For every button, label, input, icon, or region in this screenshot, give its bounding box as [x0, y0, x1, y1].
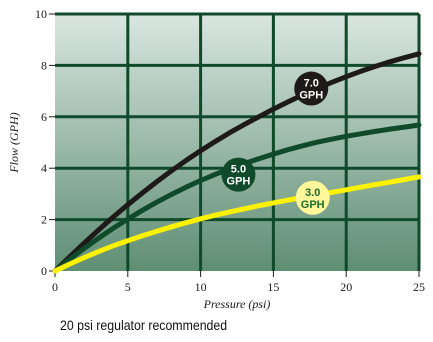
y-tick-6: 6 — [41, 110, 47, 124]
y-tick-8: 8 — [41, 58, 47, 72]
x-tick-25: 25 — [413, 280, 425, 294]
series-badge-unit-1: GPH — [227, 176, 251, 188]
series-badge-unit-2: GPH — [301, 199, 325, 211]
series-badge-value-2: 3.0 — [305, 187, 320, 199]
series-badge-circle-0 — [294, 71, 329, 106]
series-badge-value-1: 5.0 — [231, 164, 246, 176]
x-axis-label: Pressure (psi) — [203, 297, 271, 311]
caption: 20 psi regulator recommended — [60, 317, 228, 333]
series-badge-unit-0: GPH — [299, 90, 323, 102]
y-tick-labels: 0 2 4 6 8 10 — [35, 7, 55, 278]
x-tick-0: 0 — [52, 280, 58, 294]
y-tick-2: 2 — [41, 213, 47, 227]
series-badge-circle-1 — [221, 157, 256, 192]
x-tick-10: 10 — [195, 280, 207, 294]
y-tick-10: 10 — [35, 7, 47, 21]
y-tick-0: 0 — [41, 264, 47, 278]
series-line-0 — [52, 51, 422, 274]
grid-lines — [55, 12, 421, 271]
y-tick-4: 4 — [41, 161, 47, 175]
series-badge-circle-2 — [295, 180, 330, 215]
series-line-2 — [52, 174, 422, 274]
x-tick-15: 15 — [267, 280, 279, 294]
x-tick-20: 20 — [340, 280, 352, 294]
x-tick-5: 5 — [125, 280, 131, 294]
x-tick-labels: 0 5 10 15 20 25 — [52, 271, 425, 294]
series-badge-value-0: 7.0 — [304, 78, 319, 90]
y-axis-label: Flow (GPH) — [7, 112, 21, 173]
